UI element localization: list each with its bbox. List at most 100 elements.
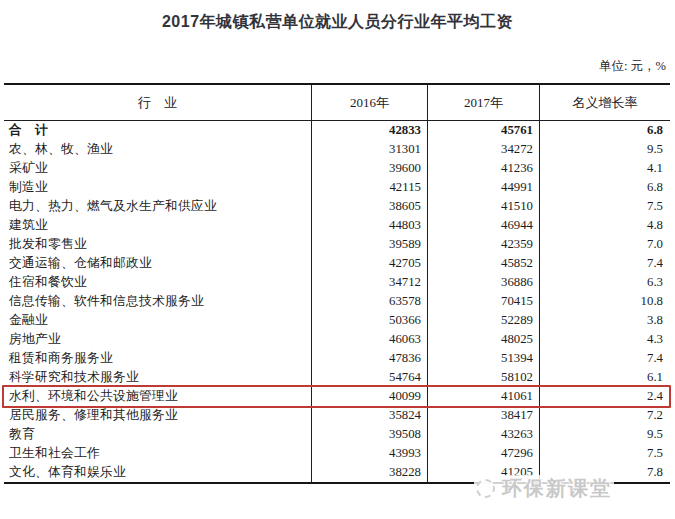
industry-cell: 批发和零售业 bbox=[4, 235, 312, 254]
value-2016-cell: 50366 bbox=[312, 311, 428, 330]
value-2017-cell: 43263 bbox=[428, 425, 540, 444]
table-row: 合 计 42833 45761 6.8 bbox=[4, 121, 670, 140]
table-row: 信息传输、软件和信息技术服务业 63578 70415 10.8 bbox=[4, 292, 670, 311]
value-2016-cell: 39600 bbox=[312, 159, 428, 178]
growth-cell: 6.8 bbox=[540, 178, 670, 197]
value-2016-cell: 40099 bbox=[312, 387, 428, 406]
table-row: 金融业 50366 52289 3.8 bbox=[4, 311, 670, 330]
growth-cell: 2.4 bbox=[540, 387, 670, 406]
value-2016-cell: 39589 bbox=[312, 235, 428, 254]
growth-cell: 7.2 bbox=[540, 406, 670, 425]
value-2017-cell: 34272 bbox=[428, 140, 540, 159]
growth-cell: 7.4 bbox=[540, 254, 670, 273]
growth-cell: 3.8 bbox=[540, 311, 670, 330]
industry-cell: 卫生和社会工作 bbox=[4, 444, 312, 463]
table-row: 交通运输、仓储和邮政业 42705 45852 7.4 bbox=[4, 254, 670, 273]
industry-cell: 水利、环境和公共设施管理业 bbox=[4, 387, 312, 406]
header-growth: 名义增长率 bbox=[540, 85, 670, 120]
table-row: 居民服务、修理和其他服务业 35824 38417 7.2 bbox=[4, 406, 670, 425]
value-2017-cell: 45761 bbox=[428, 121, 540, 140]
page-title: 2017年城镇私营单位就业人员分行业年平均工资 bbox=[0, 12, 675, 33]
industry-cell: 房地产业 bbox=[4, 330, 312, 349]
value-2017-cell: 52289 bbox=[428, 311, 540, 330]
value-2017-cell: 44991 bbox=[428, 178, 540, 197]
industry-cell: 电力、热力、燃气及水生产和供应业 bbox=[4, 197, 312, 216]
industry-cell: 科学研究和技术服务业 bbox=[4, 368, 312, 387]
watermark: 环保新课堂 bbox=[474, 475, 614, 502]
header-2016: 2016年 bbox=[312, 85, 428, 120]
value-2017-cell: 51394 bbox=[428, 349, 540, 368]
industry-cell: 制造业 bbox=[4, 178, 312, 197]
value-2016-cell: 47836 bbox=[312, 349, 428, 368]
growth-cell: 7.0 bbox=[540, 235, 670, 254]
industry-cell: 建筑业 bbox=[4, 216, 312, 235]
growth-cell: 7.4 bbox=[540, 349, 670, 368]
value-2017-cell: 36886 bbox=[428, 273, 540, 292]
value-2016-cell: 42833 bbox=[312, 121, 428, 140]
value-2016-cell: 46063 bbox=[312, 330, 428, 349]
growth-cell: 6.3 bbox=[540, 273, 670, 292]
wage-table: 行 业 2016年 2017年 名义增长率 合 计 42833 45761 6.… bbox=[4, 83, 670, 484]
value-2017-cell: 46944 bbox=[428, 216, 540, 235]
industry-cell: 交通运输、仓储和邮政业 bbox=[4, 254, 312, 273]
growth-cell: 7.5 bbox=[540, 197, 670, 216]
value-2016-cell: 38228 bbox=[312, 463, 428, 482]
table-row: 水利、环境和公共设施管理业 40099 41061 2.4 bbox=[4, 387, 670, 406]
industry-cell: 农、林、牧、渔业 bbox=[4, 140, 312, 159]
value-2017-cell: 41510 bbox=[428, 197, 540, 216]
value-2016-cell: 63578 bbox=[312, 292, 428, 311]
article-page: 2017年城镇私营单位就业人员分行业年平均工资 单位: 元，% 行 业 2016… bbox=[0, 0, 675, 519]
value-2017-cell: 45852 bbox=[428, 254, 540, 273]
value-2017-cell: 41236 bbox=[428, 159, 540, 178]
value-2016-cell: 31301 bbox=[312, 140, 428, 159]
value-2016-cell: 42115 bbox=[312, 178, 428, 197]
value-2016-cell: 39508 bbox=[312, 425, 428, 444]
table-row: 建筑业 44803 46944 4.8 bbox=[4, 216, 670, 235]
industry-cell: 住宿和餐饮业 bbox=[4, 273, 312, 292]
value-2016-cell: 34712 bbox=[312, 273, 428, 292]
table-row: 农、林、牧、渔业 31301 34272 9.5 bbox=[4, 140, 670, 159]
value-2017-cell: 70415 bbox=[428, 292, 540, 311]
table-row: 教育 39508 43263 9.5 bbox=[4, 425, 670, 444]
table-row: 住宿和餐饮业 34712 36886 6.3 bbox=[4, 273, 670, 292]
table-row: 制造业 42115 44991 6.8 bbox=[4, 178, 670, 197]
table-row: 科学研究和技术服务业 54764 58102 6.1 bbox=[4, 368, 670, 387]
value-2016-cell: 54764 bbox=[312, 368, 428, 387]
value-2017-cell: 42359 bbox=[428, 235, 540, 254]
table-header-row: 行 业 2016年 2017年 名义增长率 bbox=[4, 85, 670, 121]
table-row: 租赁和商务服务业 47836 51394 7.4 bbox=[4, 349, 670, 368]
growth-cell: 4.1 bbox=[540, 159, 670, 178]
value-2016-cell: 42705 bbox=[312, 254, 428, 273]
growth-cell: 10.8 bbox=[540, 292, 670, 311]
table-body: 合 计 42833 45761 6.8 农、林、牧、渔业 31301 34272… bbox=[4, 121, 670, 482]
growth-cell: 9.5 bbox=[540, 140, 670, 159]
industry-cell: 租赁和商务服务业 bbox=[4, 349, 312, 368]
value-2017-cell: 41061 bbox=[428, 387, 540, 406]
growth-cell: 6.1 bbox=[540, 368, 670, 387]
value-2016-cell: 38605 bbox=[312, 197, 428, 216]
value-2017-cell: 48025 bbox=[428, 330, 540, 349]
value-2016-cell: 43993 bbox=[312, 444, 428, 463]
table-row: 电力、热力、燃气及水生产和供应业 38605 41510 7.5 bbox=[4, 197, 670, 216]
growth-cell: 7.5 bbox=[540, 444, 670, 463]
industry-cell: 金融业 bbox=[4, 311, 312, 330]
table-row: 卫生和社会工作 43993 47296 7.5 bbox=[4, 444, 670, 463]
unit-label: 单位: 元，% bbox=[599, 58, 666, 75]
header-2017: 2017年 bbox=[428, 85, 540, 120]
value-2016-cell: 35824 bbox=[312, 406, 428, 425]
industry-cell: 采矿业 bbox=[4, 159, 312, 178]
industry-cell: 教育 bbox=[4, 425, 312, 444]
value-2017-cell: 47296 bbox=[428, 444, 540, 463]
table-row: 房地产业 46063 48025 4.3 bbox=[4, 330, 670, 349]
growth-cell: 6.8 bbox=[540, 121, 670, 140]
watermark-logo-icon bbox=[476, 479, 495, 498]
industry-cell: 合 计 bbox=[4, 121, 312, 140]
header-industry: 行 业 bbox=[4, 85, 312, 120]
value-2016-cell: 44803 bbox=[312, 216, 428, 235]
value-2017-cell: 38417 bbox=[428, 406, 540, 425]
watermark-text: 环保新课堂 bbox=[502, 475, 612, 502]
table-row: 采矿业 39600 41236 4.1 bbox=[4, 159, 670, 178]
industry-cell: 信息传输、软件和信息技术服务业 bbox=[4, 292, 312, 311]
industry-cell: 文化、体育和娱乐业 bbox=[4, 463, 312, 482]
growth-cell: 4.3 bbox=[540, 330, 670, 349]
